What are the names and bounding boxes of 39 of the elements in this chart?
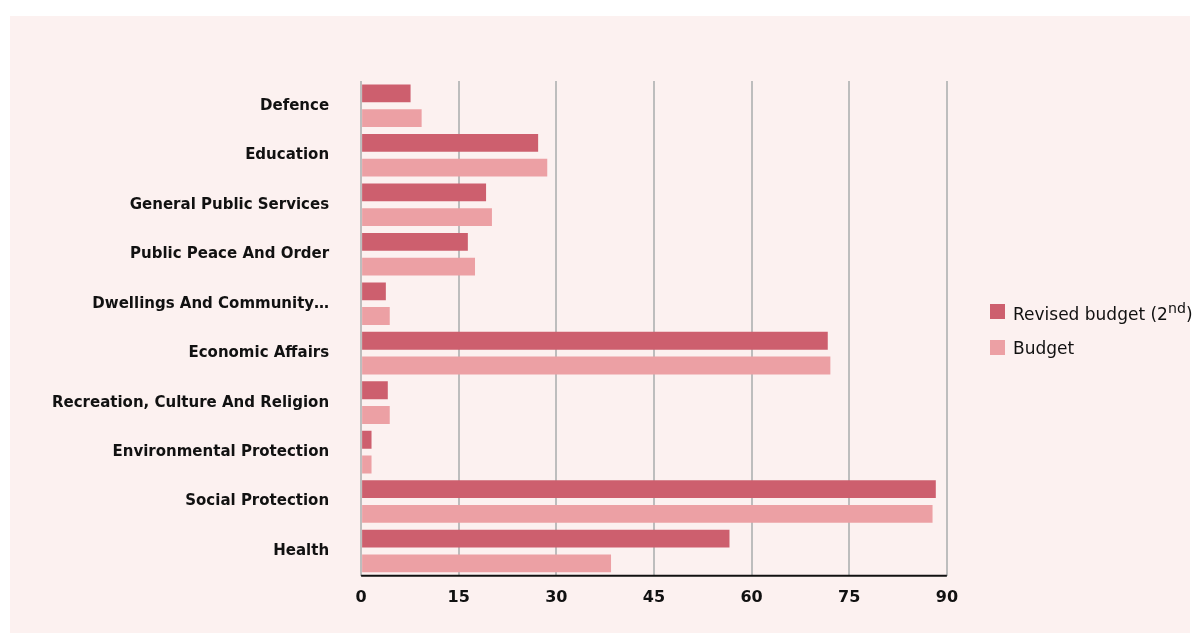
y-tick-label: Public Peace And Order bbox=[130, 244, 330, 263]
bar bbox=[362, 133, 539, 152]
y-tick-label: Social Protection bbox=[185, 491, 330, 510]
bar bbox=[362, 529, 730, 548]
bar bbox=[362, 232, 468, 251]
y-tick-label: Dwellings And Community… bbox=[92, 293, 330, 312]
bar bbox=[362, 406, 390, 424]
bar bbox=[362, 505, 933, 523]
y-tick-label: Economic Affairs bbox=[188, 343, 330, 362]
x-tick-label: 60 bbox=[740, 586, 763, 606]
bar bbox=[362, 158, 548, 177]
y-tick-label: General Public Services bbox=[129, 194, 330, 213]
bar bbox=[362, 554, 612, 573]
bar bbox=[362, 208, 492, 226]
bar bbox=[362, 331, 828, 350]
bar bbox=[362, 109, 422, 128]
bar bbox=[362, 381, 388, 400]
y-tick-label: Defence bbox=[260, 95, 330, 114]
x-tick-label: 75 bbox=[838, 586, 861, 606]
bar bbox=[362, 307, 390, 325]
y-tick-label: Environmental Protection bbox=[112, 441, 330, 460]
bar bbox=[362, 84, 411, 103]
bar bbox=[362, 282, 386, 301]
x-tick-label: 45 bbox=[642, 586, 666, 606]
y-tick-label: Health bbox=[273, 540, 330, 559]
bar bbox=[362, 455, 372, 474]
x-tick-label: 15 bbox=[447, 586, 470, 606]
y-tick-label: Education bbox=[245, 145, 330, 164]
x-tick-label: 90 bbox=[935, 586, 958, 606]
bar bbox=[362, 257, 476, 276]
legend-label: Budget bbox=[1013, 337, 1075, 358]
bar bbox=[362, 183, 487, 202]
bar bbox=[362, 480, 936, 499]
legend-label: Revised budget (2$^{nd}$) bbox=[1013, 300, 1193, 324]
x-tick-label: 30 bbox=[545, 586, 568, 606]
bar bbox=[362, 430, 372, 449]
x-tick-label: 0 bbox=[355, 586, 367, 606]
bar bbox=[362, 356, 831, 375]
y-tick-label: Recreation, Culture And Religion bbox=[51, 392, 330, 411]
